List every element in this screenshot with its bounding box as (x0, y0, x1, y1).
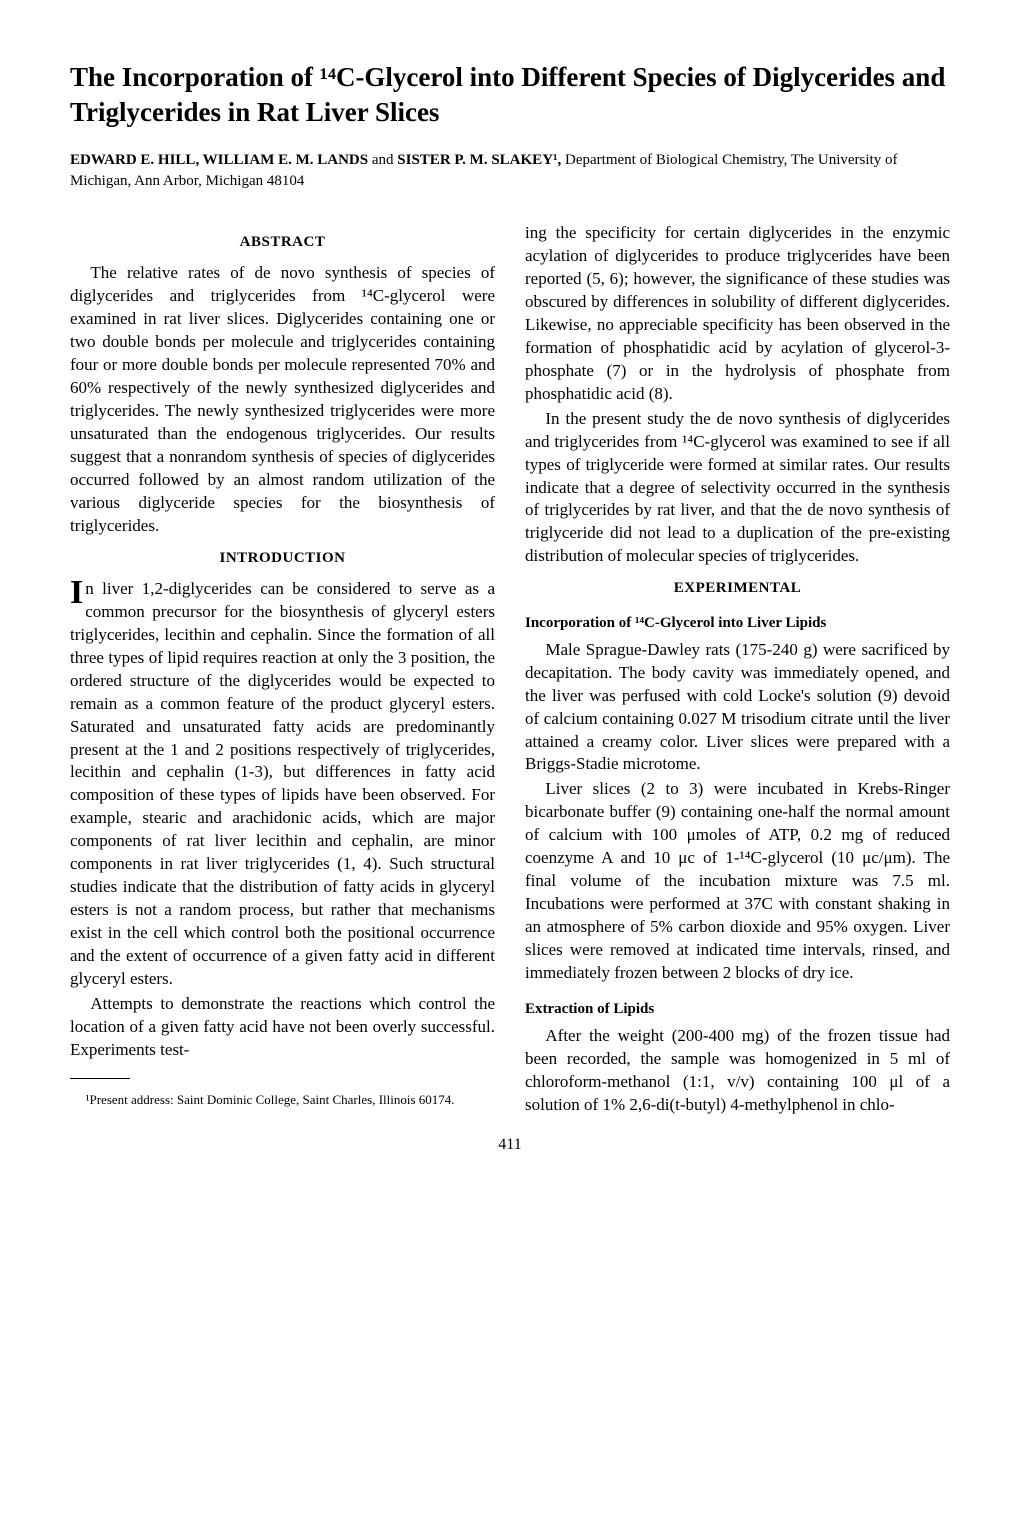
incorporation-heading: Incorporation of ¹⁴C-Glycerol into Liver… (525, 613, 950, 633)
intro-para-3: ing the specificity for certain diglycer… (525, 222, 950, 406)
left-column: ABSTRACT The relative rates of de novo s… (70, 222, 495, 1121)
exp-para-2: Liver slices (2 to 3) were incubated in … (525, 778, 950, 984)
footnote-rule (70, 1078, 130, 1079)
extraction-heading: Extraction of Lipids (525, 999, 950, 1019)
intro-para-4: In the present study the de novo synthes… (525, 408, 950, 569)
exp-para-3: After the weight (200-400 mg) of the fro… (525, 1025, 950, 1117)
intro-para-2: Attempts to demonstrate the reactions wh… (70, 993, 495, 1062)
intro-para-1: In liver 1,2-diglycerides can be conside… (70, 578, 495, 991)
article-title: The Incorporation of ¹⁴C-Glycerol into D… (70, 60, 950, 130)
two-column-layout: ABSTRACT The relative rates of de novo s… (70, 222, 950, 1121)
authors-and: and (368, 152, 397, 168)
introduction-heading: INTRODUCTION (70, 548, 495, 568)
page-number: 411 (70, 1134, 950, 1156)
abstract-heading: ABSTRACT (70, 232, 495, 252)
authors-line: EDWARD E. HILL, WILLIAM E. M. LANDS and … (70, 150, 950, 192)
exp-para-1: Male Sprague-Dawley rats (175-240 g) wer… (525, 639, 950, 777)
experimental-heading: EXPERIMENTAL (525, 578, 950, 598)
footnote-text: ¹Present address: Saint Dominic College,… (70, 1092, 495, 1109)
author-names-2: SISTER P. M. SLAKEY¹, (397, 152, 561, 168)
author-names-1: EDWARD E. HILL, WILLIAM E. M. LANDS (70, 152, 368, 168)
right-column: ing the specificity for certain diglycer… (525, 222, 950, 1121)
abstract-text: The relative rates of de novo synthesis … (70, 262, 495, 537)
